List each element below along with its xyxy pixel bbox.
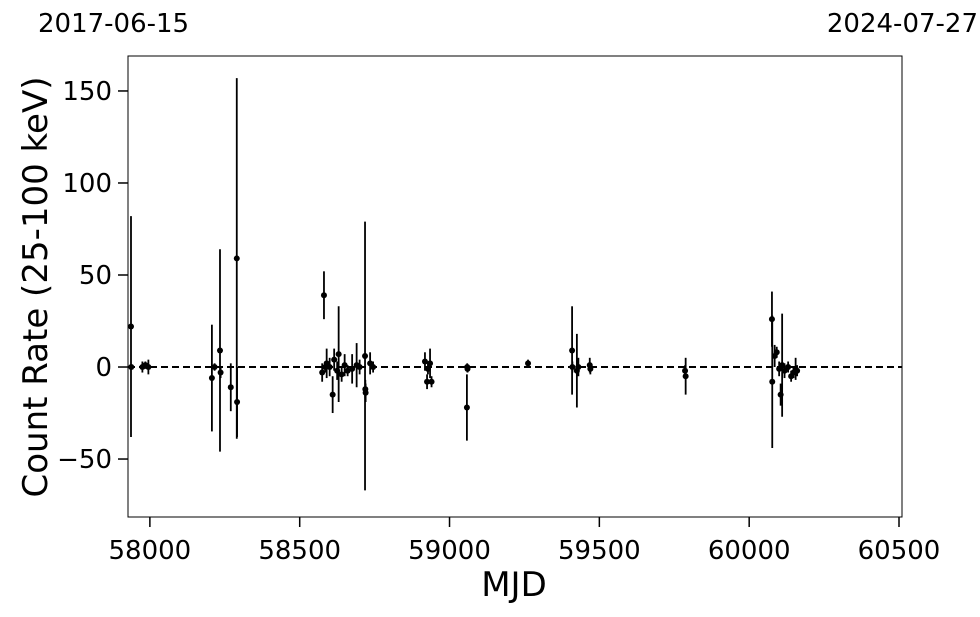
annotation: 2017-06-15 xyxy=(38,9,189,39)
data-point xyxy=(356,364,363,371)
data-point xyxy=(794,367,801,374)
data-point xyxy=(587,365,594,372)
data-point xyxy=(329,391,336,398)
data-point xyxy=(362,352,369,359)
data-point xyxy=(127,323,134,330)
y-tick-label: 100 xyxy=(62,169,112,199)
plot-frame xyxy=(127,55,903,518)
data-point xyxy=(211,364,218,371)
x-tick-label: 58500 xyxy=(258,536,341,566)
data-point xyxy=(569,364,576,371)
data-point xyxy=(428,378,435,385)
data-point xyxy=(344,367,351,374)
data-point xyxy=(464,365,471,372)
data-point xyxy=(773,349,780,356)
data-point xyxy=(362,389,369,396)
data-point xyxy=(326,364,333,371)
x-tick-label: 59500 xyxy=(558,536,641,566)
annotation: 2024-07-27 xyxy=(827,9,978,39)
data-point xyxy=(338,371,345,378)
y-tick-label: 0 xyxy=(95,353,112,383)
data-point xyxy=(682,373,689,380)
data-point xyxy=(234,398,241,405)
data-point xyxy=(319,369,326,376)
data-point xyxy=(575,364,582,371)
data-point xyxy=(320,292,327,299)
data-point xyxy=(525,360,532,367)
data-point xyxy=(569,347,576,354)
data-point xyxy=(331,356,338,363)
y-axis-title: Count Rate (25-100 keV) xyxy=(16,77,56,498)
data-point xyxy=(233,255,240,262)
x-tick-label: 59000 xyxy=(408,536,491,566)
data-point xyxy=(216,347,223,354)
data-point xyxy=(227,384,234,391)
y-tick-label: 150 xyxy=(62,77,112,107)
data-point xyxy=(785,364,792,371)
data-point xyxy=(427,360,434,367)
data-point xyxy=(335,351,342,358)
x-axis-title: MJD xyxy=(481,565,547,605)
data-point xyxy=(769,378,776,385)
x-tick-label: 58000 xyxy=(109,536,192,566)
x-tick-label: 60000 xyxy=(708,536,791,566)
data-point xyxy=(128,364,135,371)
data-point xyxy=(341,362,348,369)
data-point xyxy=(349,365,356,372)
x-tick-label: 60500 xyxy=(858,536,941,566)
data-point xyxy=(424,378,431,385)
data-point xyxy=(370,364,377,371)
data-point xyxy=(781,367,788,374)
data-point xyxy=(217,369,224,376)
data-point xyxy=(208,375,215,382)
y-tick-label: 50 xyxy=(79,261,112,291)
data-point xyxy=(421,358,428,365)
data-point xyxy=(463,404,470,411)
data-point xyxy=(145,364,152,371)
y-tick-label: −50 xyxy=(57,445,112,475)
